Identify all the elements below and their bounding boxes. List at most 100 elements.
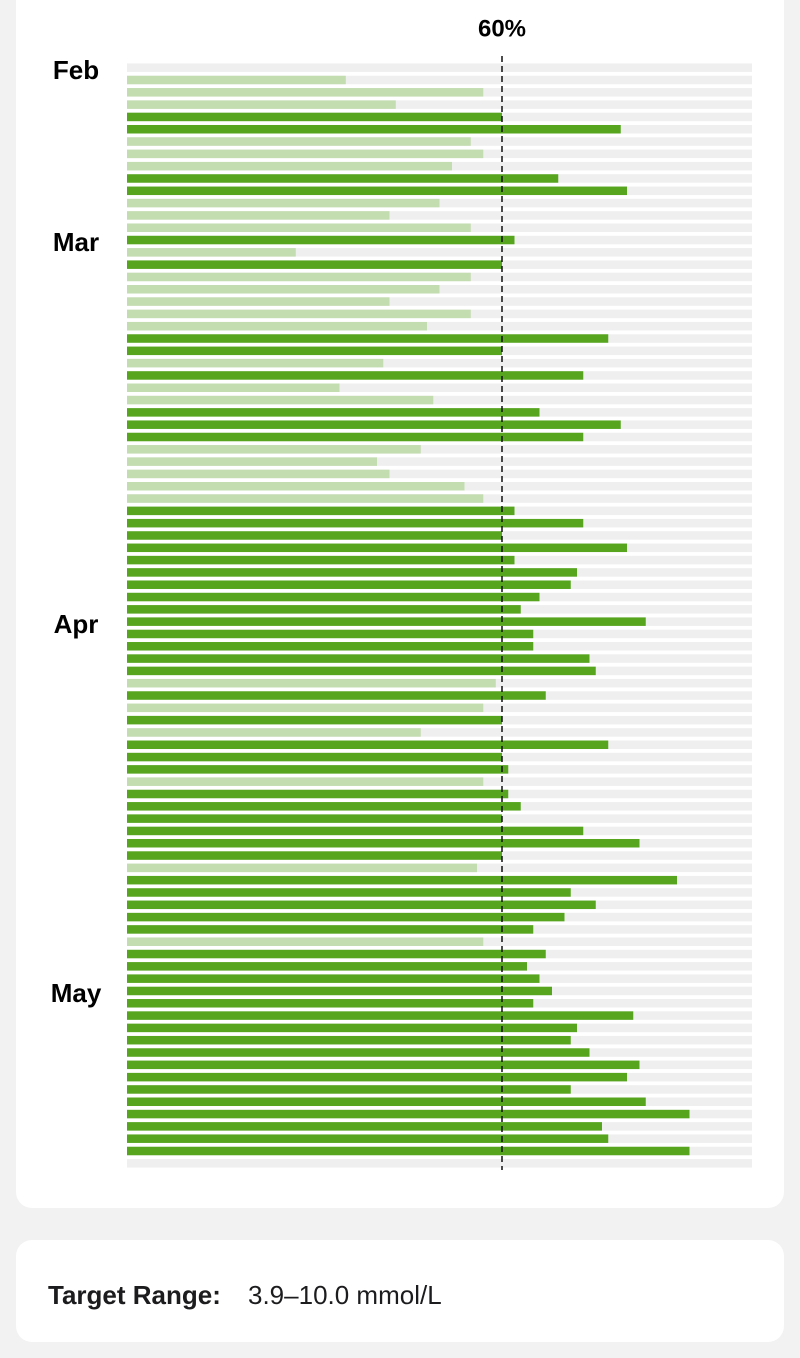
- bar: [127, 642, 534, 651]
- bar: [127, 198, 440, 208]
- bar: [127, 494, 484, 503]
- bar: [127, 1085, 571, 1094]
- bar: [127, 161, 452, 171]
- bar: [127, 432, 584, 442]
- bar: [127, 1072, 627, 1082]
- bar: [127, 88, 484, 97]
- track: [127, 211, 752, 220]
- bar: [127, 752, 502, 762]
- bar: [127, 346, 502, 356]
- bar: [127, 592, 540, 602]
- bar: [127, 937, 484, 946]
- bar: [127, 1023, 577, 1033]
- bar: [127, 235, 515, 245]
- track: [127, 321, 752, 331]
- track: [127, 395, 752, 405]
- y-tick-label: Apr: [54, 609, 99, 639]
- bar: [127, 851, 502, 860]
- bar: [127, 888, 571, 897]
- bar: [127, 1048, 590, 1057]
- bar: [127, 617, 646, 626]
- bar: [127, 900, 596, 910]
- bar: [127, 75, 346, 85]
- track: [127, 297, 752, 306]
- bar: [127, 568, 577, 577]
- track: [127, 63, 752, 72]
- bar: [127, 912, 565, 922]
- bar: [127, 691, 546, 700]
- track: [127, 100, 752, 109]
- bar: [127, 248, 296, 257]
- bar: [127, 703, 484, 713]
- footer-card: Target Range: 3.9–10.0 mmol/L: [16, 1240, 784, 1342]
- bar: [127, 925, 534, 934]
- chart: Feb Mar Apr May 60%: [51, 15, 752, 1170]
- bar: [127, 728, 421, 737]
- bar: [127, 1011, 634, 1020]
- bar: [127, 802, 521, 811]
- bar: [127, 543, 627, 553]
- bar: [127, 1035, 571, 1045]
- bar: [127, 100, 396, 109]
- track: [127, 445, 752, 454]
- footer-label: Target Range:: [48, 1280, 221, 1310]
- bar: [127, 580, 571, 589]
- threshold-label: 60%: [478, 15, 526, 42]
- bar: [127, 309, 471, 319]
- track: [127, 358, 752, 368]
- track: [127, 457, 752, 466]
- bar: [127, 629, 534, 639]
- bar: [127, 765, 509, 774]
- track: [127, 383, 752, 393]
- bar: [127, 334, 609, 343]
- track: [127, 1159, 752, 1168]
- bar: [127, 420, 621, 429]
- bar: [127, 962, 527, 971]
- bar: [127, 999, 534, 1008]
- bar: [127, 605, 521, 614]
- bar: [127, 211, 390, 220]
- track: [127, 469, 752, 479]
- bar: [127, 445, 421, 454]
- bar: [127, 137, 471, 146]
- bar: [127, 789, 509, 799]
- bar: [127, 285, 440, 294]
- y-tick-label: Feb: [53, 55, 99, 85]
- bar: [127, 1097, 646, 1107]
- bar: [127, 555, 515, 565]
- bar: [127, 481, 465, 491]
- track: [127, 248, 752, 257]
- bar: [127, 469, 390, 479]
- bar: [127, 395, 434, 405]
- bar: [127, 272, 471, 282]
- bar: [127, 260, 502, 269]
- bar: [127, 974, 540, 983]
- bar: [127, 740, 609, 750]
- bar: [127, 186, 627, 196]
- bar: [127, 875, 677, 885]
- bar: [127, 826, 584, 836]
- bar: [127, 949, 546, 959]
- bar: [127, 506, 515, 516]
- bar: [127, 124, 621, 134]
- bar: [127, 457, 377, 466]
- bar: [127, 666, 596, 676]
- bar: [127, 371, 584, 380]
- bar: [127, 678, 496, 688]
- y-tick-label: May: [51, 978, 102, 1008]
- bar: [127, 383, 340, 393]
- bar: [127, 1060, 640, 1070]
- bar: [127, 223, 471, 232]
- bar: [127, 112, 502, 122]
- bar: [127, 814, 502, 823]
- bar: [127, 174, 559, 183]
- y-tick-label: Mar: [53, 227, 99, 257]
- bar: [127, 297, 390, 306]
- bar: [127, 358, 384, 368]
- bar: [127, 838, 640, 848]
- bar: [127, 1134, 609, 1143]
- bar: [127, 654, 590, 663]
- bar: [127, 518, 584, 528]
- bar: [127, 986, 552, 996]
